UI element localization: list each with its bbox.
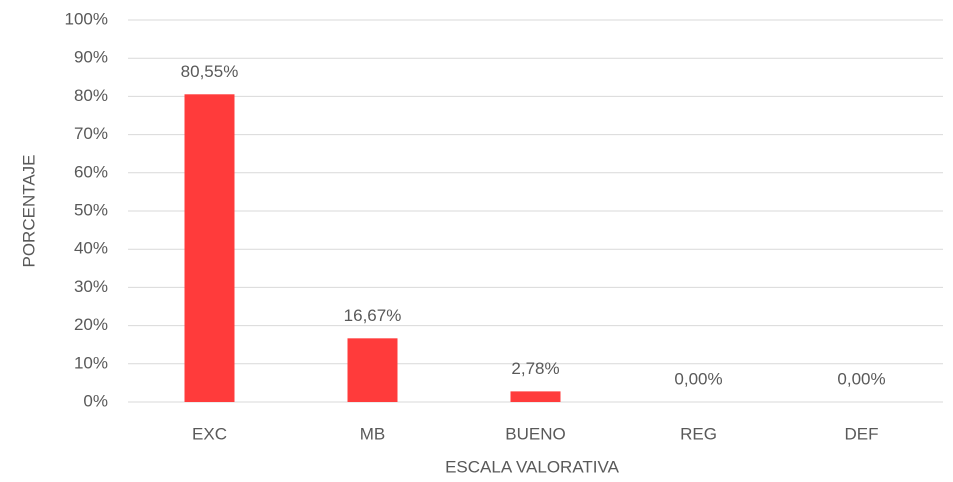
y-tick-label: 50% [74,200,108,219]
y-tick-label: 100% [65,9,108,28]
y-tick-label: 60% [74,162,108,181]
y-tick-label: 20% [74,315,108,334]
y-tick-label: 40% [74,239,108,258]
x-axis-title: ESCALA VALORATIVA [445,457,620,476]
data-label: 0,00% [674,369,722,388]
x-tick-label: EXC [192,424,227,443]
data-label: 16,67% [344,306,402,325]
y-tick-label: 90% [74,48,108,67]
bar [184,94,235,402]
x-tick-label: MB [360,424,386,443]
bar [510,391,561,402]
bar [347,338,398,402]
y-tick-label: 80% [74,86,108,105]
data-label: 0,00% [837,369,885,388]
x-tick-label: DEF [845,424,879,443]
y-tick-label: 70% [74,124,108,143]
y-tick-label: 30% [74,277,108,296]
data-label: 80,55% [181,62,239,81]
x-tick-label: REG [680,424,717,443]
y-axis-title: PORCENTAJE [19,154,38,267]
data-label: 2,78% [511,359,559,378]
y-tick-label: 10% [74,353,108,372]
x-tick-label: BUENO [505,424,565,443]
y-tick-label: 0% [83,391,108,410]
